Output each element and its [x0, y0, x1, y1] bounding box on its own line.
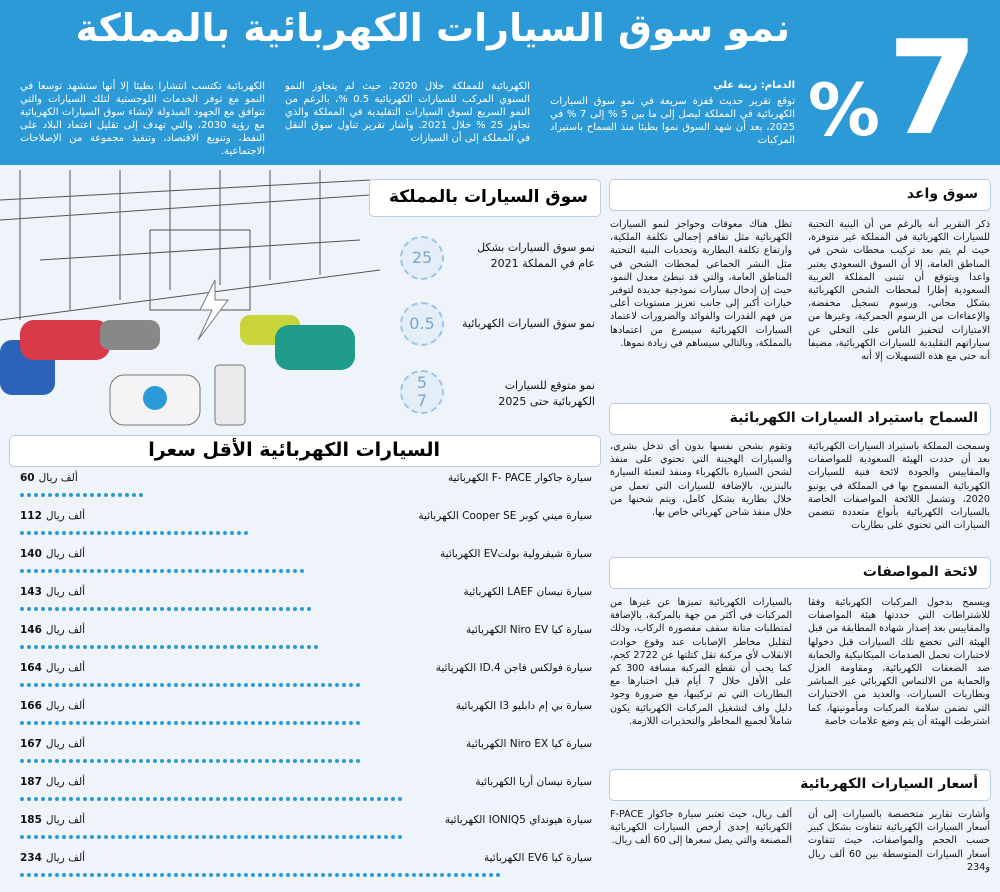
car [275, 325, 355, 370]
price-unit: ألف ريال [45, 852, 86, 864]
body-text: ذكر التقرير أنه بالرغم من أن البنية التح… [808, 219, 990, 363]
stat-label: نمو متوقع للسيارات الكهربائية حتى 2025 [498, 379, 595, 408]
car [100, 320, 160, 350]
price-unit: ألف ريال [45, 814, 86, 826]
item-price: 143 ألف ريال [20, 586, 85, 598]
section-header: سوق السيارات بالمملكة [370, 180, 600, 216]
price-unit: ألف ريال [45, 586, 86, 598]
price-value: 234 [20, 852, 42, 864]
price-unit: ألف ريال [45, 700, 86, 712]
section-title: سوق السيارات بالمملكة [388, 187, 588, 207]
item-name: سيارة كيا Niro EX الكهربائية [466, 738, 592, 750]
big-symbol: % [807, 68, 880, 152]
item-name: سيارة نيسان أريا الكهربائية [475, 776, 592, 788]
price-value: 143 [20, 586, 42, 598]
price-unit: ألف ريال [45, 738, 86, 750]
item-price: 112 ألف ريال [20, 510, 85, 522]
item-name: سيارة نيسان LAEF الكهربائية [463, 586, 592, 598]
stat-value: 7 [416, 391, 428, 410]
car [20, 320, 110, 360]
body-text: وتقوم بشحن نفسها بدون أي تدخل بشري، والس… [610, 441, 792, 519]
price-value: 185 [20, 814, 42, 826]
item-name: سيارة جاكوار F- PACE الكهربائية [447, 472, 592, 484]
body-text: وسمحت المملكة باستيراد السيارات الكهربائ… [808, 441, 990, 532]
bar-track [20, 759, 367, 763]
item-name: سيارة فولكس فاجن ID.4 الكهربائية [435, 662, 592, 674]
price-value: 112 [20, 510, 42, 522]
price-unit: ألف ريال [38, 472, 78, 484]
body-text: تظل هناك معوقات وحواجز لنمو السيارات الك… [610, 219, 792, 349]
price-unit: ألف ريال [45, 548, 86, 560]
stat-label: نمو سوق السيارات الكهربائية [462, 317, 595, 330]
price-value: 140 [20, 548, 42, 560]
item-price: 187 ألف ريال [20, 776, 85, 788]
price-value: 146 [20, 624, 42, 636]
price-value: 164 [20, 662, 42, 674]
bar-track [20, 493, 147, 497]
bar-track [20, 835, 404, 839]
item-price: 166 ألف ريال [20, 700, 85, 712]
stat-circle: 5 7 [400, 370, 444, 414]
bar-track [20, 607, 318, 611]
price-unit: ألف ريال [45, 776, 86, 788]
item-name: سيارة كيا EV6 الكهربائية [483, 852, 592, 864]
stat-circle: 0.5 [400, 302, 444, 346]
stat-value: 5 [416, 373, 428, 392]
item-name: سيارة كيا Niro EV الكهربائية [466, 624, 592, 636]
body-text: ويسمح بدخول المركبات الكهربائية وفقا للا… [808, 597, 990, 727]
section-header: السماح باستيراد السيارات الكهربائية [610, 404, 990, 434]
section-title: السماح باستيراد السيارات الكهربائية [729, 410, 978, 426]
charger [214, 364, 246, 426]
price-value: 187 [20, 776, 42, 788]
item-name: سيارة شيفرولية بولتEV الكهربائية [440, 548, 592, 560]
section-header: أسعار السيارات الكهربائية [610, 770, 990, 800]
price-value: 166 [20, 700, 42, 712]
bar-track [20, 645, 324, 649]
item-price: 234 ألف ريال [20, 852, 85, 864]
illustration [0, 170, 380, 426]
byline: الدمام: زينة علي [713, 80, 795, 91]
section-title: سوق واعد [906, 186, 978, 202]
price-value: 60 [20, 472, 35, 484]
section-title: السيارات الكهربائية الأقل سعرا [148, 439, 440, 461]
price-value: 167 [20, 738, 42, 750]
bar-track [20, 797, 408, 801]
section-header: السيارات الكهربائية الأقل سعرا [10, 436, 600, 466]
item-price: 140 ألف ريال [20, 548, 85, 560]
item-price: 185 ألف ريال [20, 814, 85, 826]
item-name: سيارة ميني كوبر Cooper SE الكهربائية [418, 510, 592, 522]
bar-track [20, 683, 361, 687]
icon [143, 386, 167, 410]
item-name: سيارة هيونداي IONIQ5 الكهربائية [444, 814, 592, 826]
price-unit: ألف ريال [45, 510, 86, 522]
item-price: 164 ألف ريال [20, 662, 85, 674]
bar-track [20, 569, 311, 573]
price-unit: ألف ريال [45, 662, 86, 674]
intro-text: الكهربائية تكتسب انتشارا بطيئا إلا أنها … [20, 81, 265, 157]
body-text: وأشارت تقارير متخصصة بالسيارات إلى أن أس… [808, 809, 990, 873]
bar-track [20, 873, 504, 877]
title: نمو سوق السيارات الكهربائية بالمملكة [75, 6, 790, 50]
big-number: 7 [887, 12, 978, 164]
intro-text: الكهربائية للمملكة خلال 2020، حيث لم يتج… [285, 81, 531, 144]
price-unit: ألف ريال [45, 624, 86, 636]
section-header: لائحة المواصفات [610, 558, 990, 588]
section-title: لائحة المواصفات [862, 564, 978, 580]
banner: نمو سوق السيارات الكهربائية بالمملكة 7 %… [0, 0, 1000, 165]
item-price: 60 ألف ريال [20, 472, 78, 484]
bar-track [20, 721, 365, 725]
stat-label: نمو سوق السيارات بشكل عام في المملكة 202… [477, 241, 595, 270]
item-name: سيارة بي إم دابليو I3 الكهربائية [455, 700, 592, 712]
item-price: 146 ألف ريال [20, 624, 85, 636]
section-title: أسعار السيارات الكهربائية [800, 776, 978, 792]
body-text: ألف ريال، حيث تعتبر سيارة جاكوار F-PACE … [610, 809, 792, 847]
section-header: سوق واعد [610, 180, 990, 210]
intro-text: توقع تقرير حديث قفزة سريعة في نمو سوق ال… [550, 96, 796, 146]
bar-track [20, 531, 254, 535]
body-text: بالسيارات الكهربائية تميزها عن غيرها من … [610, 597, 792, 727]
item-price: 167 ألف ريال [20, 738, 85, 750]
stat-circle: 25 [400, 236, 444, 280]
